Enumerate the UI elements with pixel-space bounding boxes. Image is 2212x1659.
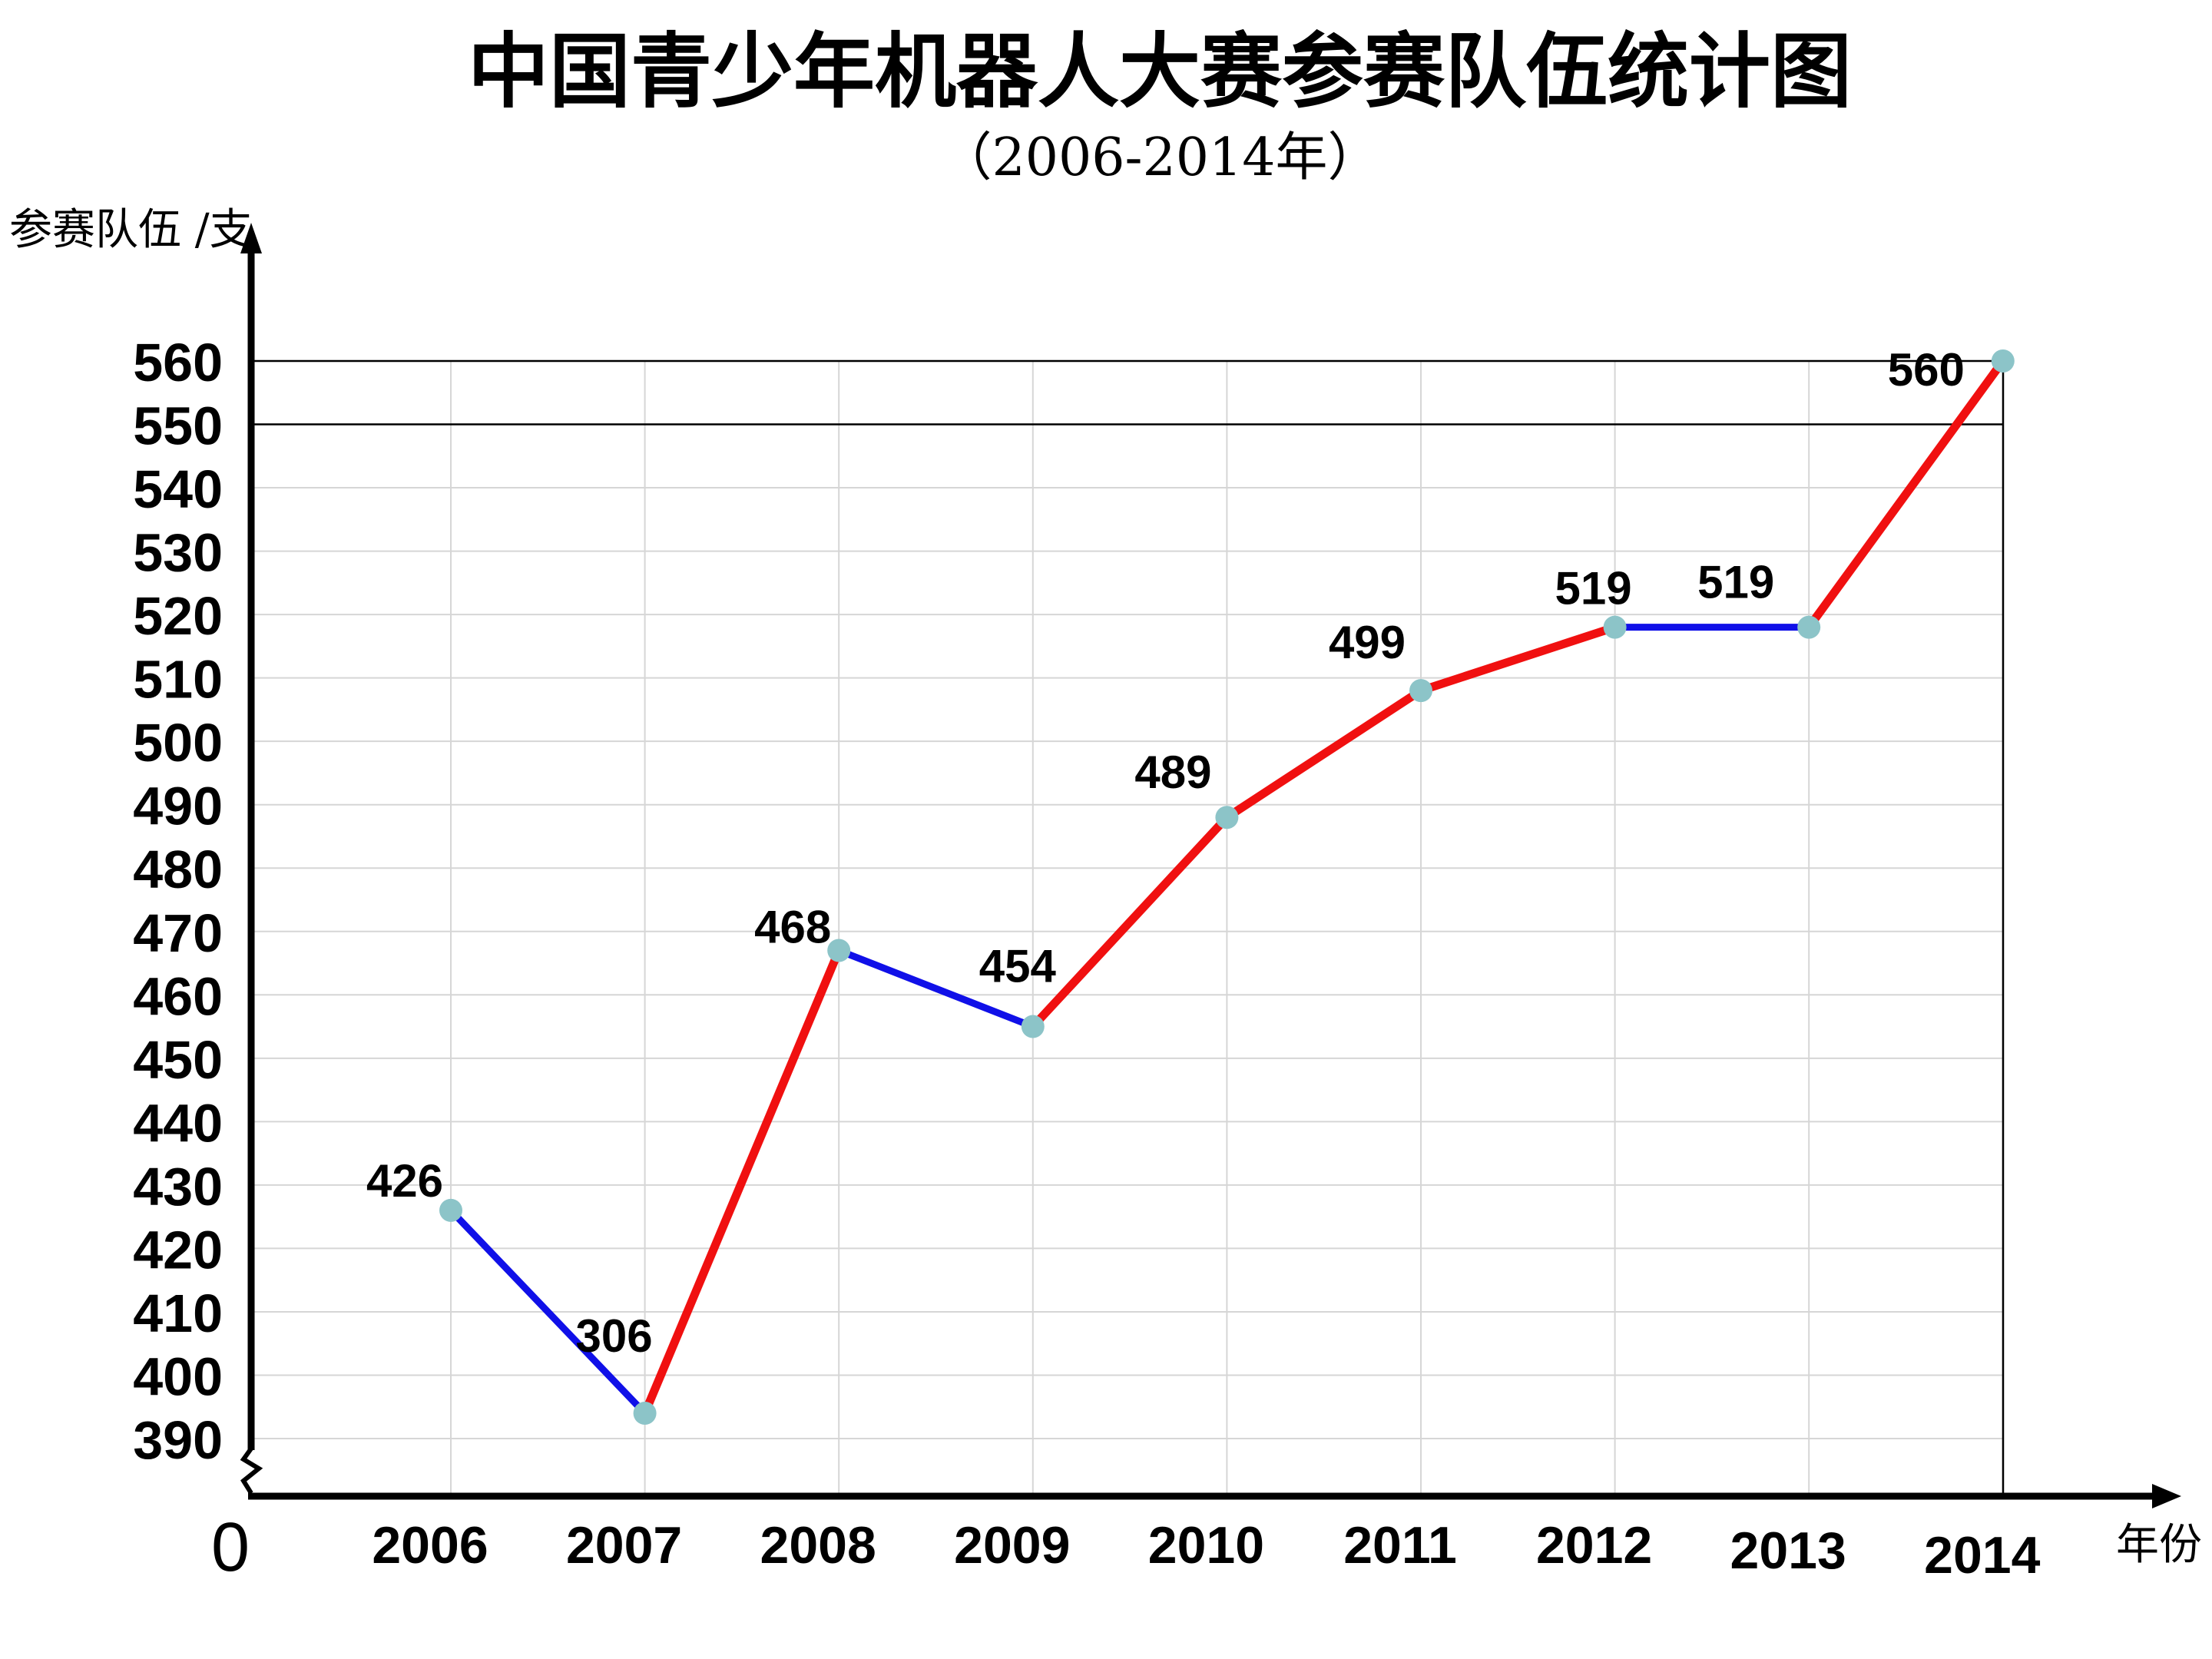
series-segment-red <box>1804 356 2008 632</box>
x-tick-label: 2009 <box>954 1516 1070 1575</box>
series-segment-red <box>1222 686 1426 822</box>
y-axis-label: 参赛队伍 /支 <box>9 205 253 255</box>
y-tick-label: 500 <box>133 713 223 773</box>
data-label: 499 <box>1329 617 1406 668</box>
data-point <box>1021 1015 1045 1038</box>
chart-title: 中国青少年机器人大赛参赛队伍统计图 <box>468 25 1852 119</box>
tick-labels: 3904004104204304404504604704804905005105… <box>133 333 2040 1584</box>
y-tick-label: 390 <box>133 1410 223 1470</box>
data-label: 560 <box>1888 344 1965 396</box>
data-label: 519 <box>1697 557 1774 608</box>
y-axis-arrow <box>240 223 262 253</box>
x-tick-label: 2013 <box>1730 1522 1846 1580</box>
y-tick-label: 410 <box>133 1283 223 1343</box>
data-point <box>827 939 851 962</box>
series-segment-blue <box>447 1207 649 1417</box>
y-tick-label: 400 <box>133 1346 223 1406</box>
y-tick-label: 440 <box>133 1093 223 1153</box>
data-point <box>1797 615 1821 639</box>
data-point <box>1215 806 1239 830</box>
series-lines <box>447 356 2008 1418</box>
x-tick-label: 2006 <box>372 1516 488 1575</box>
series-segment-red <box>641 946 843 1418</box>
y-tick-label: 510 <box>133 650 223 710</box>
data-point <box>1409 679 1432 703</box>
x-tick-label: 2007 <box>566 1516 682 1575</box>
y-tick-label: 420 <box>133 1220 223 1280</box>
x-tick-label: 2008 <box>760 1516 876 1575</box>
series-segment-red <box>1028 813 1231 1031</box>
y-tick-label: 530 <box>133 523 223 583</box>
x-axis-label: 年份 <box>2116 1520 2202 1570</box>
data-label: 468 <box>754 902 831 953</box>
x-axis-arrow <box>2152 1484 2181 1508</box>
y-tick-label: 520 <box>133 586 223 646</box>
data-label: 306 <box>576 1310 653 1362</box>
y-tick-label: 430 <box>133 1157 223 1217</box>
y-tick-label: 490 <box>133 777 223 836</box>
y-tick-label: 470 <box>133 903 223 963</box>
data-label: 519 <box>1555 563 1632 614</box>
y-tick-label: 460 <box>133 966 223 1026</box>
data-point <box>1603 615 1627 639</box>
chart-subtitle: （2006-2014年） <box>939 127 1379 188</box>
data-point <box>633 1401 657 1425</box>
data-label: 426 <box>366 1155 443 1207</box>
y-tick-label: 540 <box>133 459 223 519</box>
data-markers <box>439 349 2015 1425</box>
axes <box>240 223 2181 1508</box>
reference-lines <box>251 359 2005 1496</box>
data-label: 454 <box>979 941 1057 992</box>
data-label: 489 <box>1134 747 1211 798</box>
data-point <box>439 1198 462 1222</box>
y-tick-label: 480 <box>133 839 223 899</box>
series-segment-blue <box>835 947 1037 1031</box>
x-tick-label: 2010 <box>1148 1516 1264 1575</box>
series-segment-red <box>1416 623 1620 695</box>
data-labels: 426 306 468 454 489 499 519 519 560 <box>366 344 1965 1362</box>
y-tick-label: 450 <box>133 1030 223 1090</box>
origin-label: 0 <box>211 1509 250 1586</box>
y-axis-break <box>240 1447 263 1495</box>
y-tick-label: 560 <box>133 333 223 392</box>
data-point <box>1991 349 2015 373</box>
x-tick-label: 2011 <box>1343 1516 1457 1575</box>
y-tick-label: 550 <box>133 396 223 456</box>
x-tick-label: 2012 <box>1536 1516 1652 1575</box>
x-tick-label: 2014 <box>1924 1526 2040 1584</box>
